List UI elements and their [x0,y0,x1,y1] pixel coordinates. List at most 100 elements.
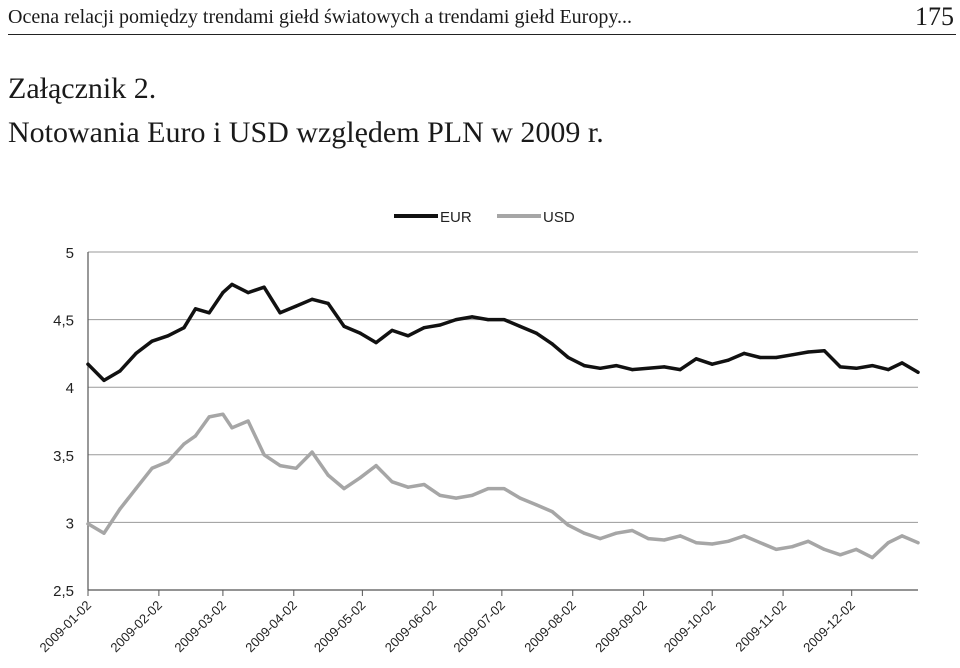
data-point-usd [900,534,904,538]
data-point-eur [438,323,442,327]
data-point-usd [221,412,225,416]
data-point-eur [294,304,298,308]
data-point-usd [374,464,378,468]
page-number: 175 [915,2,954,31]
data-point-eur [374,341,378,345]
data-point-usd [790,545,794,549]
data-point-eur [550,342,554,346]
data-point-eur [502,318,506,322]
data-point-eur [230,282,234,286]
data-point-eur [326,301,330,305]
x-tick-label: 2009-03-02 [171,598,229,656]
legend-label-usd: USD [543,209,575,226]
legend: EUR USD [394,209,575,226]
data-point-usd [278,464,282,468]
data-point-eur [774,355,778,360]
data-point-usd [758,541,762,545]
x-tick-label: 2009-02-02 [107,598,165,656]
x-tick-label: 2009-11-02 [732,598,789,655]
data-point-eur [598,366,602,370]
data-point-usd [726,539,730,543]
data-point-usd [438,493,442,497]
data-point-usd [502,487,506,491]
data-point-eur [886,368,890,372]
data-point-usd [193,434,198,438]
data-point-usd [870,556,874,560]
data-point-usd [150,466,154,470]
data-point-usd [534,503,538,507]
data-point-eur [566,355,570,360]
data-point-usd [838,553,842,557]
data-point-usd [854,547,858,551]
y-tick-label: 3,5 [53,448,74,465]
data-point-usd [294,466,298,470]
data-point-usd [246,419,250,423]
data-point-usd [822,547,826,551]
data-point-usd [694,541,698,545]
x-tick-label: 2009-09-02 [592,598,650,656]
data-point-usd [886,541,890,545]
data-point-eur [150,339,154,343]
x-tick-label: 2009-12-02 [800,598,858,656]
data-point-usd [470,493,474,497]
data-point-eur [790,353,794,357]
series-layer [86,282,920,560]
grid-layer [88,251,918,591]
data-point-eur [838,365,842,369]
data-point-usd [582,531,586,535]
data-point-usd [166,460,170,464]
data-point-usd [806,539,810,543]
data-point-usd [598,537,602,541]
exchange-rate-chart: 2,5 3 3,5 4 4,5 5 2009-01-02 2009-02-02 2009-03-… [36,209,920,656]
data-point-usd [710,542,714,546]
data-point-usd [310,450,314,454]
data-point-eur [221,291,225,295]
data-point-eur [630,368,634,372]
data-point-usd [390,480,394,484]
data-point-usd [662,538,666,542]
data-point-usd [630,528,634,533]
data-point-eur [854,366,858,370]
data-point-usd [518,496,522,500]
data-point-eur [900,361,904,365]
data-point-eur [118,369,122,373]
legend-label-eur: EUR [440,209,472,226]
data-point-eur [806,350,810,354]
data-point-eur [646,366,650,370]
x-tick-label: 2009-07-02 [450,598,508,656]
data-point-usd [550,510,554,514]
data-point-eur [742,351,746,355]
data-point-eur [262,285,266,289]
data-point-eur [358,331,362,335]
data-point-eur [470,315,474,319]
data-point-usd [614,531,618,535]
data-point-eur [134,351,138,355]
data-point-usd [646,537,650,541]
data-point-usd [742,534,746,538]
series-line-eur [86,282,920,383]
data-point-eur [182,326,186,330]
data-point-usd [566,523,570,527]
data-point-eur [390,328,394,332]
data-point-usd [118,507,122,511]
data-point-eur [662,365,666,369]
running-title: Ocena relacji pomiędzy trendami giełd św… [8,6,633,28]
chart-caption: Notowania Euro i USD względem PLN w 2009… [8,116,604,149]
data-point-usd [262,453,266,457]
series-line-usd [86,412,920,560]
data-point-eur [710,362,714,366]
data-point-usd [406,485,410,489]
data-point-eur [518,324,522,328]
data-point-usd [422,482,426,487]
data-point-eur [534,331,538,335]
annex-label: Załącznik 2. [8,72,157,105]
y-tick-label: 4 [66,380,74,397]
data-point-eur [870,364,874,368]
data-point-eur [822,349,826,353]
x-tick-label: 2009-01-02 [36,598,94,656]
data-point-eur [406,334,410,338]
x-tick-label: 2009-06-02 [382,598,440,656]
data-point-usd [678,534,682,538]
data-point-eur [678,368,682,372]
data-point-eur [207,311,211,315]
